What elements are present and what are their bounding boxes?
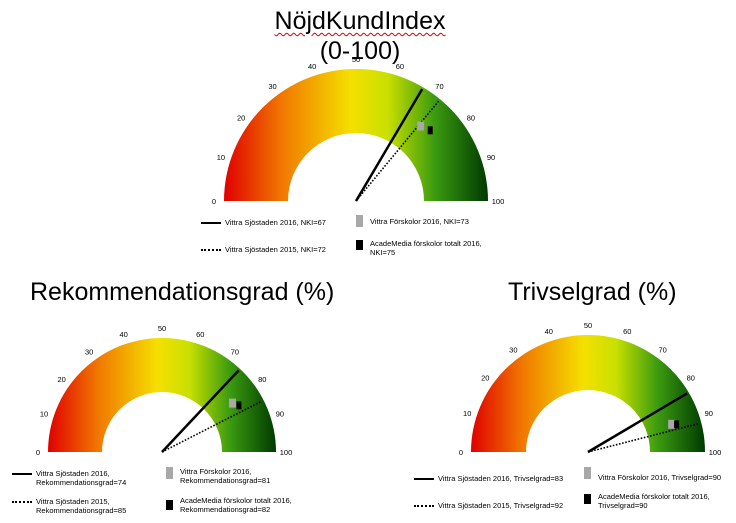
legend-label: Vittra Sjöstaden 2016, Trivselgrad=83 <box>438 474 564 483</box>
marker-grey-box <box>668 419 676 429</box>
dotted-line-swatch <box>414 505 434 507</box>
tick-label: 20 <box>481 373 489 382</box>
needle-solid <box>354 88 424 202</box>
chart-title-nki-line1: NöjdKundIndex <box>274 7 446 35</box>
gauge-trivsel: 0 10 20 30 40 50 60 70 80 90 100 <box>459 321 721 457</box>
solid-line-swatch <box>414 478 434 480</box>
black-box-swatch <box>584 494 591 504</box>
dotted-line-swatch <box>12 501 32 503</box>
gauge-band <box>224 69 488 201</box>
legend-label: AcadeMedia förskolor totalt 2016, <box>598 492 710 501</box>
solid-line-swatch <box>201 222 221 224</box>
tick-label: 90 <box>705 409 713 418</box>
legend-label: Vittra Sjöstaden 2015, Trivselgrad=92 <box>438 501 564 510</box>
legend-label: Trivselgrad=90 <box>598 501 648 510</box>
legend-label: AcadeMedia förskolor totalt 2016, <box>370 239 482 248</box>
legend-label: Vittra Sjöstaden 2016, <box>36 469 110 478</box>
tick-label: 10 <box>463 409 471 418</box>
tick-label: 10 <box>40 410 48 419</box>
marker-black-box <box>674 420 680 429</box>
tick-label: 60 <box>196 330 204 339</box>
needle-solid <box>587 392 688 454</box>
legend-label: Rekommendationsgrad=81 <box>180 476 271 485</box>
tick-label: 100 <box>280 448 293 457</box>
tick-label: 0 <box>212 197 216 206</box>
legend-label: NKI=75 <box>370 248 396 257</box>
legend-label: Vittra Förskolor 2016, Trivselgrad=90 <box>598 473 722 482</box>
tick-label: 90 <box>487 153 495 162</box>
chart-title-trivsel: Trivselgrad (%) <box>508 278 677 306</box>
tick-label: 0 <box>459 448 463 457</box>
dotted-line-swatch <box>201 249 221 251</box>
tick-label: 20 <box>237 114 245 123</box>
tick-label: 80 <box>467 114 475 123</box>
tick-label: 0 <box>36 448 40 457</box>
tick-label: 30 <box>268 82 276 91</box>
legend-label: Vittra Sjöstaden 2016, NKI=67 <box>225 218 326 227</box>
marker-black-box <box>427 126 433 135</box>
tick-label: 60 <box>396 62 404 71</box>
tick-label: 60 <box>623 327 631 336</box>
grey-box-swatch <box>166 467 173 479</box>
gauge-band <box>471 335 705 452</box>
tick-label: 20 <box>58 375 66 384</box>
needle-solid <box>161 369 240 453</box>
legend-label: AcadeMedia förskolor totalt 2016, <box>180 496 292 505</box>
chart-title-nki-line2: (0-100) <box>319 37 401 65</box>
tick-label: 50 <box>158 324 166 333</box>
tick-label: 30 <box>509 345 517 354</box>
gauge-nki: 0 10 20 30 40 50 60 70 80 90 100 <box>212 55 504 206</box>
tick-label: 80 <box>258 375 266 384</box>
tick-label: 50 <box>584 321 592 330</box>
legend-label: Rekommendationsgrad=74 <box>36 478 127 487</box>
tick-label: 30 <box>85 348 93 357</box>
tick-label: 10 <box>217 153 225 162</box>
solid-line-swatch <box>12 473 32 475</box>
legend-label: Vittra Förskolor 2016, NKI=73 <box>370 217 469 226</box>
tick-label: 70 <box>231 348 239 357</box>
gauge-rekommendation: 0 10 20 30 40 50 60 70 80 90 100 <box>36 324 292 457</box>
needle-dotted <box>161 400 263 453</box>
tick-label: 100 <box>709 448 722 457</box>
tick-label: 70 <box>658 345 666 354</box>
marker-black-box <box>236 401 242 410</box>
chart-title-rekommendation: Rekommendationsgrad (%) <box>30 278 335 306</box>
grey-box-swatch <box>356 215 363 227</box>
gauge-band <box>48 338 276 452</box>
tick-label: 40 <box>545 327 553 336</box>
tick-label: 80 <box>687 373 695 382</box>
marker-grey-box <box>228 398 236 408</box>
black-box-swatch <box>166 500 173 510</box>
legend-label: Rekommendationsgrad=85 <box>36 506 127 515</box>
marker-grey-box <box>417 121 425 131</box>
grey-box-swatch <box>584 467 591 479</box>
black-box-swatch <box>356 240 363 250</box>
legend-label: Vittra Sjöstaden 2015, <box>36 497 110 506</box>
legend-label: Vittra Sjöstaden 2015, NKI=72 <box>225 245 326 254</box>
tick-label: 70 <box>435 82 443 91</box>
tick-label: 90 <box>276 410 284 419</box>
legend-label: Rekommendationsgrad=82 <box>180 505 271 514</box>
tick-label: 40 <box>308 62 316 71</box>
tick-label: 40 <box>120 330 128 339</box>
needle-dotted <box>355 100 440 202</box>
tick-label: 50 <box>352 55 360 64</box>
tick-label: 100 <box>492 197 505 206</box>
legend-label: Vittra Förskolor 2016, <box>180 467 252 476</box>
chart-title-nki: NöjdKundIndex (0-100) <box>230 6 490 66</box>
